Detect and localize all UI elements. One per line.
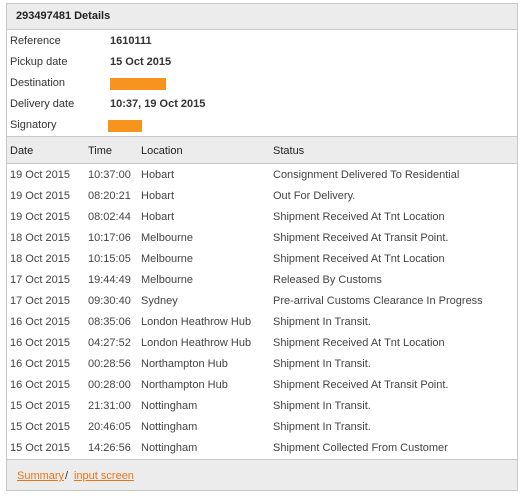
cell-time: 08:02:44 <box>88 211 131 223</box>
cell-status: Shipment In Transit. <box>273 400 371 412</box>
table-row: 16 Oct 2015 08:35:06 London Heathrow Hub Sh… <box>7 312 517 333</box>
cell-time: 21:31:00 <box>88 400 131 412</box>
cell-status: Pre-arrival Customs Clearance In Progres… <box>273 295 483 307</box>
cell-location: London Heathrow Hub <box>141 316 252 328</box>
cell-date: 19 Oct 2015 <box>10 211 70 223</box>
cell-location: Melbourne <box>141 274 193 286</box>
cell-date: 16 Oct 2015 <box>10 379 70 391</box>
cell-location: Hobart <box>141 190 175 202</box>
column-header-location: Location <box>141 145 183 157</box>
summary-link[interactable]: Summary <box>17 470 65 482</box>
table-row: 19 Oct 2015 08:02:44 Hobart Shipment Receiv… <box>7 207 517 228</box>
cell-status: Shipment Received At Transit Point. <box>273 379 449 391</box>
cell-time: 10:37:00 <box>88 169 131 181</box>
cell-status: Out For Delivery. <box>273 190 356 202</box>
table-row: 15 Oct 2015 14:26:56 Nottingham Shipment Co… <box>7 438 517 459</box>
column-header-date: Date <box>10 145 34 157</box>
detail-row-reference: Reference 1610111 <box>7 31 517 52</box>
detail-row-delivery-date: Delivery date 10:37, 19 Oct 2015 <box>7 94 517 115</box>
column-header-status: Status <box>273 145 305 157</box>
cell-location: Hobart <box>141 169 175 181</box>
cell-date: 15 Oct 2015 <box>10 442 70 454</box>
table-row: 15 Oct 2015 21:31:00 Nottingham Shipment In… <box>7 396 517 417</box>
cell-location: Northampton Hub <box>141 358 228 370</box>
cell-date: 18 Oct 2015 <box>10 232 70 244</box>
cell-status: Consignment Delivered To Residential <box>273 169 460 181</box>
cell-status: Shipment Received At Tnt Location <box>273 211 445 223</box>
detail-row-signatory: Signatory <box>7 115 517 136</box>
detail-label: Pickup date <box>10 56 68 68</box>
details-panel: 293497481 Details Reference 1610111 Pick… <box>6 3 518 491</box>
cell-time: 10:15:05 <box>88 253 131 265</box>
cell-status: Shipment In Transit. <box>273 316 371 328</box>
cell-time: 08:20:21 <box>88 190 131 202</box>
column-header-time: Time <box>88 145 113 157</box>
cell-status: Shipment Received At Transit Point. <box>273 232 449 244</box>
cell-location: Nottingham <box>141 442 198 454</box>
cell-status: Released By Customs <box>273 274 382 286</box>
cell-location: Melbourne <box>141 253 193 265</box>
cell-status: Shipment Received At Tnt Location <box>273 337 445 349</box>
cell-date: 16 Oct 2015 <box>10 358 70 370</box>
detail-value: 1610111 <box>110 35 152 47</box>
cell-status: Shipment Received At Tnt Location <box>273 253 445 265</box>
cell-location: Nottingham <box>141 400 198 412</box>
cell-date: 19 Oct 2015 <box>10 169 70 181</box>
cell-status: Shipment In Transit. <box>273 421 371 433</box>
cell-date: 19 Oct 2015 <box>10 190 70 202</box>
cell-date: 16 Oct 2015 <box>10 337 70 349</box>
input-screen-link[interactable]: input screen <box>74 470 134 482</box>
cell-location: Sydney <box>141 295 178 307</box>
cell-time: 19:44:49 <box>88 274 131 286</box>
cell-time: 10:17:06 <box>88 232 131 244</box>
footer-separator: / <box>65 470 69 482</box>
page-title: 293497481 Details <box>16 10 111 22</box>
cell-time: 14:26:56 <box>88 442 131 454</box>
table-row: 18 Oct 2015 10:15:05 Melbourne Shipment Rec… <box>7 249 517 270</box>
table-header: Date Time Location Status <box>7 136 517 164</box>
cell-time: 00:28:00 <box>88 379 131 391</box>
detail-value: 15 Oct 2015 <box>110 56 172 68</box>
table-row: 18 Oct 2015 10:17:06 Melbourne Shipment Rec… <box>7 228 517 249</box>
table-row: 15 Oct 2015 20:46:05 Nottingham Shipment In… <box>7 417 517 438</box>
panel-footer: Summary / input screen <box>7 459 517 490</box>
cell-time: 20:46:05 <box>88 421 131 433</box>
table-row: 17 Oct 2015 19:44:49 Melbourne Released By … <box>7 270 517 291</box>
cell-time: 04:27:52 <box>88 337 131 349</box>
cell-location: Hobart <box>141 211 175 223</box>
cell-date: 15 Oct 2015 <box>10 400 70 412</box>
cell-status: Shipment In Transit. <box>273 358 371 370</box>
cell-date: 16 Oct 2015 <box>10 316 70 328</box>
cell-date: 17 Oct 2015 <box>10 295 70 307</box>
redacted-destination <box>110 78 166 90</box>
cell-date: 18 Oct 2015 <box>10 253 70 265</box>
table-row: 16 Oct 2015 00:28:56 Northampton Hub Shipme… <box>7 354 517 375</box>
cell-date: 17 Oct 2015 <box>10 274 70 286</box>
table-row: 19 Oct 2015 08:20:21 Hobart Out For Deliver… <box>7 186 517 207</box>
table-row: 17 Oct 2015 09:30:40 Sydney Pre-arrival Cus… <box>7 291 517 312</box>
cell-time: 00:28:56 <box>88 358 131 370</box>
cell-location: Nottingham <box>141 421 198 433</box>
cell-location: Melbourne <box>141 232 193 244</box>
cell-location: London Heathrow Hub <box>141 337 252 349</box>
tracking-events-table: 19 Oct 2015 10:37:00 Hobart Consignment Del… <box>7 165 517 459</box>
redacted-signatory <box>108 120 142 132</box>
detail-label: Signatory <box>10 119 57 131</box>
cell-status: Shipment Collected From Customer <box>273 442 448 454</box>
cell-time: 09:30:40 <box>88 295 131 307</box>
panel-header: 293497481 Details <box>7 4 517 30</box>
cell-date: 15 Oct 2015 <box>10 421 70 433</box>
detail-label: Reference <box>10 35 61 47</box>
detail-label: Destination <box>10 77 66 89</box>
table-row: 16 Oct 2015 00:28:00 Northampton Hub Shipme… <box>7 375 517 396</box>
detail-row-pickup-date: Pickup date 15 Oct 2015 <box>7 52 517 73</box>
detail-value: 10:37, 19 Oct 2015 <box>110 98 206 110</box>
detail-row-destination: Destination <box>7 73 517 94</box>
cell-time: 08:35:06 <box>88 316 131 328</box>
cell-location: Northampton Hub <box>141 379 228 391</box>
table-row: 16 Oct 2015 04:27:52 London Heathrow Hub Sh… <box>7 333 517 354</box>
detail-label: Delivery date <box>10 98 75 110</box>
table-row: 19 Oct 2015 10:37:00 Hobart Consignment Del… <box>7 165 517 186</box>
